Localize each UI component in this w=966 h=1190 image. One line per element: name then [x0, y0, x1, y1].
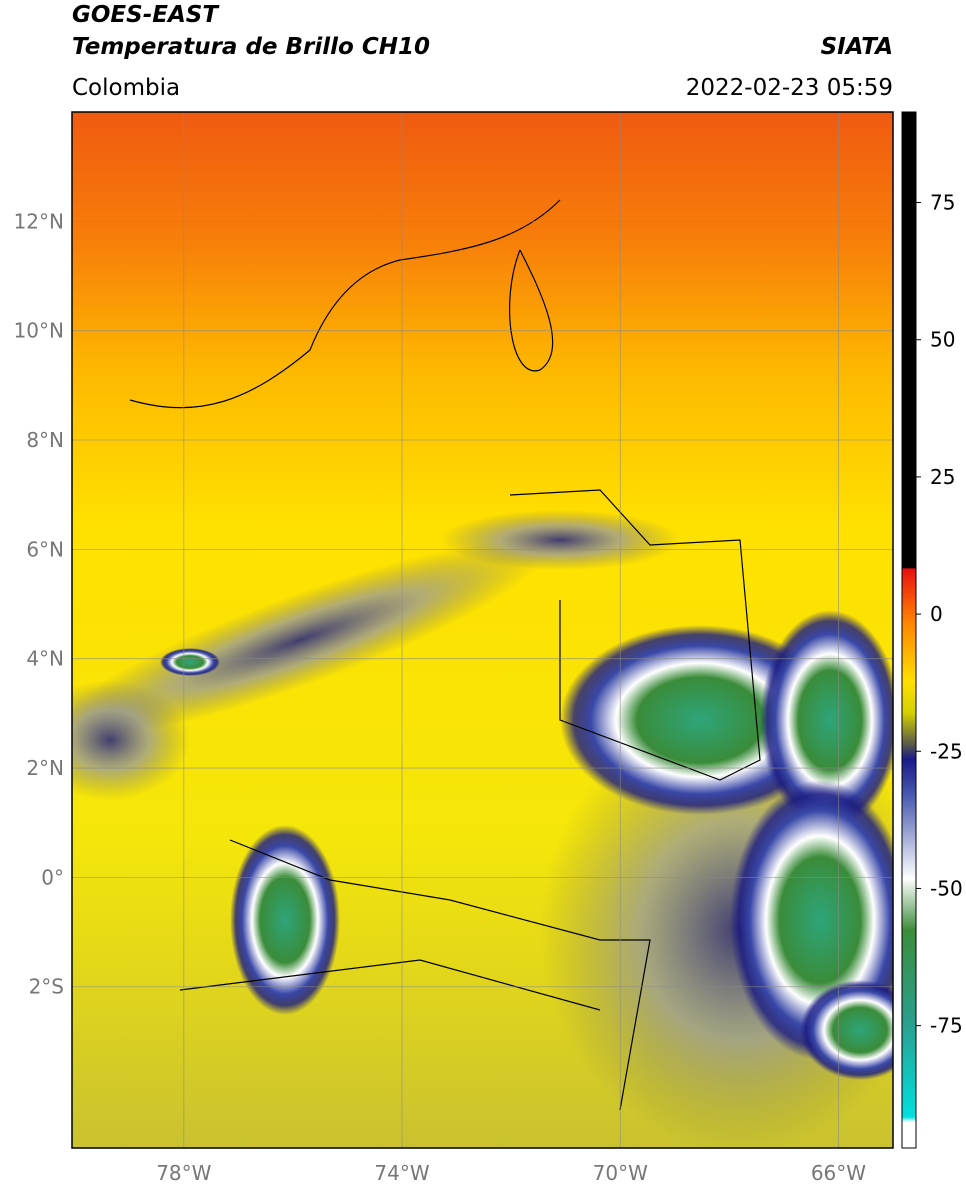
y-tick-label: 2°N	[26, 756, 64, 780]
y-tick-label: 0°	[41, 865, 64, 889]
title: GOES-EAST	[72, 2, 220, 28]
colorbar-tick-label: -50	[930, 876, 963, 900]
x-tick-label: 74°W	[374, 1161, 429, 1185]
y-tick-label: 2°S	[29, 975, 64, 999]
colorbar	[901, 111, 917, 1149]
x-tick-label: 78°W	[156, 1161, 211, 1185]
y-tick-label: 4°N	[26, 647, 64, 671]
source: SIATA	[821, 34, 893, 60]
colorbar-tick-label: 50	[930, 328, 955, 352]
map-frame	[71, 111, 894, 1149]
colorbar-tick-label: -25	[930, 739, 963, 763]
y-tick-label: 10°N	[14, 319, 64, 343]
subtitle: Temperatura de Brillo CH10	[72, 34, 430, 60]
y-tick-label: 8°N	[26, 428, 64, 452]
y-tick-label: 12°N	[14, 209, 64, 233]
y-tick-label: 6°N	[26, 537, 64, 561]
colorbar-tick-label: -75	[930, 1014, 963, 1038]
colorbar-tick-label: 75	[930, 191, 955, 215]
map-image	[72, 112, 893, 1148]
x-tick-label: 66°W	[811, 1161, 866, 1185]
datetime: 2022-02-23 05:59	[686, 75, 893, 101]
colorbar-tick-label: 0	[930, 602, 943, 626]
graticule	[72, 112, 893, 1148]
region: Colombia	[72, 75, 180, 101]
x-tick-label: 70°W	[593, 1161, 648, 1185]
colorbar-tick-label: 25	[930, 465, 955, 489]
